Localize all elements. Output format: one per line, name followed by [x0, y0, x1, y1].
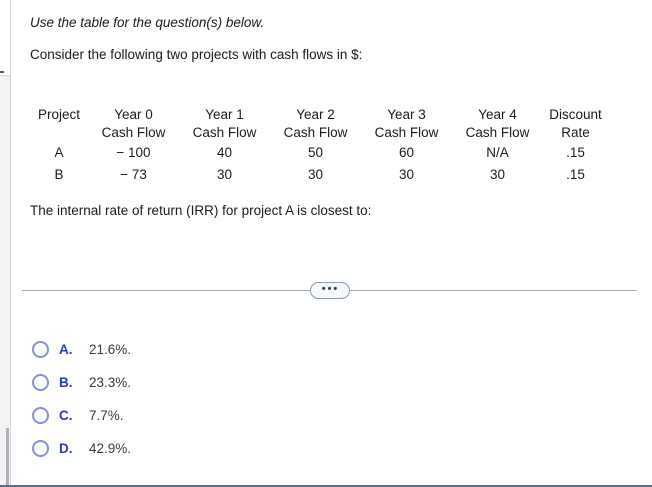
table-cell: 60	[398, 145, 415, 160]
radio-icon-b[interactable]	[32, 374, 49, 391]
radio-icon-d[interactable]	[32, 440, 49, 457]
option-letter: D.	[59, 441, 73, 456]
table-header-cell: Discount Rate	[549, 107, 602, 140]
expand-options-button[interactable]: •••	[309, 282, 350, 299]
table-header-cell: Year 4 Cash Flow	[465, 107, 530, 140]
bottom-border	[0, 485, 652, 487]
table-header-cell: Project	[37, 107, 81, 122]
table-header-cell: Year 1 Cash Flow	[192, 107, 257, 140]
option-value: 42.9%.	[89, 441, 132, 456]
gutter-tick	[0, 71, 4, 73]
answer-option-d[interactable]: D. 42.9%.	[30, 432, 652, 465]
table-header-row: Project Year 0 Cash Flow Year 1 Cash Flo…	[30, 106, 608, 142]
cash-flow-table: Project Year 0 Cash Flow Year 1 Cash Flo…	[30, 106, 608, 186]
left-gutter-track	[0, 75, 10, 487]
table-cell: N/A	[486, 145, 509, 160]
table-row-project-b: B − 73 30 30 30 30 .15	[30, 164, 608, 186]
table-cell: 30	[398, 167, 415, 182]
table-cell: 50	[307, 145, 324, 160]
radio-icon-a[interactable]	[32, 341, 49, 358]
option-value: 21.6%.	[89, 342, 132, 357]
question-panel: Use the table for the question(s) below.…	[11, 0, 652, 487]
table-cell: − 100	[116, 145, 151, 160]
radio-icon-c[interactable]	[32, 407, 49, 424]
table-cell: .15	[566, 145, 585, 160]
option-value: 23.3%.	[89, 375, 132, 390]
answer-option-a[interactable]: A. 21.6%.	[30, 333, 652, 366]
scrollbar-thumb[interactable]	[6, 428, 9, 487]
answer-option-c[interactable]: C. 7.7%.	[30, 399, 652, 432]
option-letter: C.	[59, 408, 73, 423]
table-cell: − 73	[120, 167, 147, 182]
table-header-cell: Year 2 Cash Flow	[283, 107, 348, 140]
ellipsis-icon: •••	[321, 283, 340, 295]
option-letter: B.	[59, 375, 73, 390]
table-cell: 40	[216, 145, 233, 160]
answer-options: A. 21.6%. B. 23.3%. C. 7.7%. D. 42.9%.	[30, 333, 652, 465]
table-cell: .15	[566, 167, 585, 182]
table-cell: 30	[216, 167, 233, 182]
question-text: The internal rate of return (IRR) for pr…	[30, 203, 372, 218]
table-cell: 30	[307, 167, 324, 182]
instruction-text: Use the table for the question(s) below.	[30, 15, 265, 30]
table-header-cell: Year 0 Cash Flow	[101, 107, 166, 140]
option-value: 7.7%.	[89, 408, 124, 423]
section-divider: •••	[22, 282, 637, 299]
left-gutter	[0, 0, 11, 487]
answer-option-b[interactable]: B. 23.3%.	[30, 366, 652, 399]
option-letter: A.	[59, 342, 73, 357]
table-cell: 30	[489, 167, 506, 182]
table-header-cell: Year 3 Cash Flow	[374, 107, 439, 140]
table-cell: A	[54, 145, 64, 160]
table-row-project-a: A − 100 40 50 60 N/A .15	[30, 142, 608, 164]
table-cell: B	[54, 167, 64, 182]
intro-text: Consider the following two projects with…	[30, 47, 363, 62]
